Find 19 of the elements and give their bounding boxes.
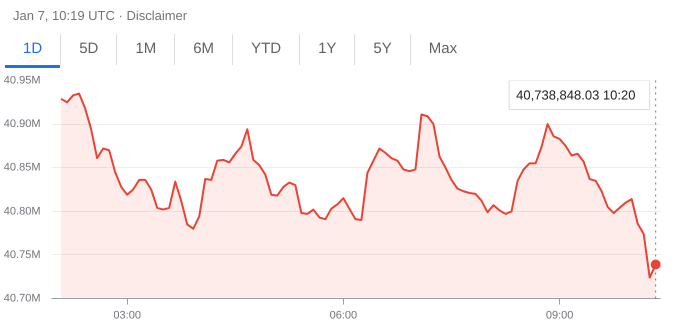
y-tick-label: 40.70M <box>4 292 41 304</box>
text: 5D <box>60 34 116 65</box>
text: YTD <box>232 34 300 65</box>
text: 6M <box>174 34 232 65</box>
y-tick-label: 40.75M <box>4 248 41 261</box>
x-tick-label: 03:00 <box>113 310 141 320</box>
y-tick-label: 40.90M <box>4 118 41 130</box>
text: 5Y <box>354 34 410 65</box>
x-tick-label: 06:00 <box>330 310 358 320</box>
chart-title: Jan 7, 10:19 UTC · Disclaimer <box>13 7 188 25</box>
text: 1D <box>5 34 60 68</box>
annotation: 40,738,848.03 10:20 <box>516 88 636 102</box>
x-tick-label: 09:00 <box>546 310 574 320</box>
text: 1M <box>116 34 174 65</box>
y-tick-label: 40.80M <box>4 205 41 218</box>
y-tick-label: 40.85M <box>4 162 41 174</box>
text: 1Y <box>299 34 354 65</box>
y-tick-label: 40.95M <box>4 74 41 86</box>
text: Max <box>410 34 476 65</box>
